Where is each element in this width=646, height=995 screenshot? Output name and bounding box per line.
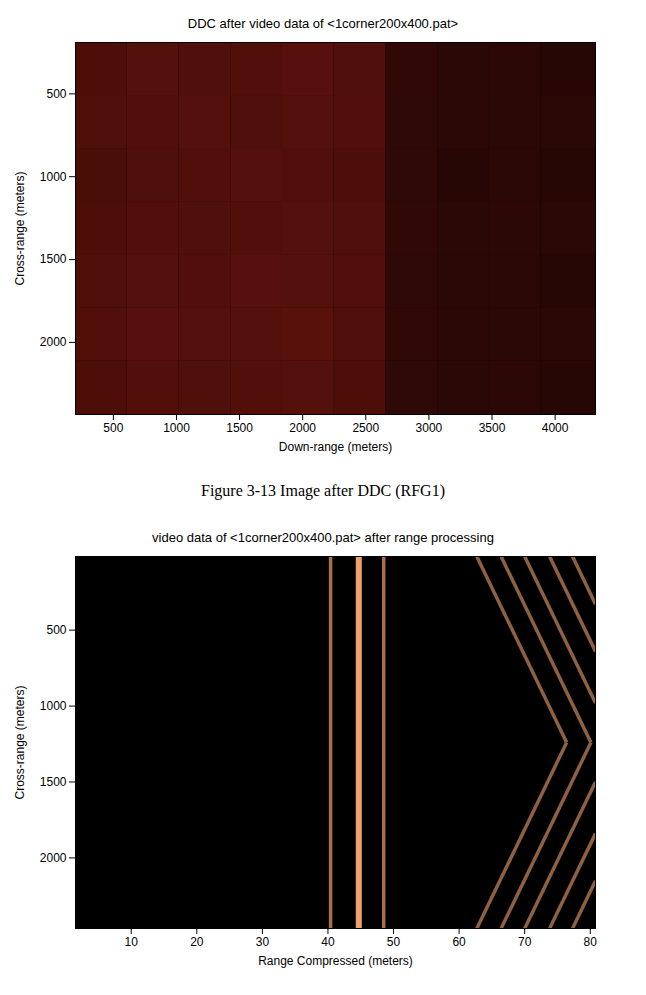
svg-text:50: 50	[387, 935, 401, 949]
svg-text:30: 30	[256, 935, 270, 949]
svg-text:80: 80	[584, 935, 598, 949]
html-text:Figure 3-13 Image after DDC (R: Figure 3-13 Image after DDC (RFG1)	[201, 482, 445, 499]
svg-text:10: 10	[125, 935, 139, 949]
svg-text:Range Compressed (meters): Range Compressed (meters)	[258, 954, 413, 968]
svg-text:1000: 1000	[163, 421, 190, 435]
svg-text:2000: 2000	[40, 851, 67, 865]
svg-text:Down-range (meters): Down-range (meters)	[279, 440, 392, 454]
svg-text:20: 20	[190, 935, 204, 949]
svg-text:1500: 1500	[40, 775, 67, 789]
svg-text:500: 500	[46, 623, 66, 637]
svg-text:3000: 3000	[416, 421, 443, 435]
svg-text:1500: 1500	[40, 252, 67, 266]
svg-text:2500: 2500	[352, 421, 379, 435]
svg-text:4000: 4000	[542, 421, 569, 435]
svg-text:2000: 2000	[289, 421, 316, 435]
svg-text:2000: 2000	[40, 335, 67, 349]
svg-text:Cross-range (meters): Cross-range (meters)	[13, 685, 27, 799]
svg-text:40: 40	[321, 935, 335, 949]
svg-text:500: 500	[103, 421, 123, 435]
svg-text:1000: 1000	[40, 699, 67, 713]
svg-text:60: 60	[452, 935, 466, 949]
svg-text:1500: 1500	[226, 421, 253, 435]
svg-text:70: 70	[518, 935, 532, 949]
html-text:DDC after video data of <1corn: DDC after video data of <1corner200x400.…	[187, 16, 459, 31]
svg-text:3500: 3500	[479, 421, 506, 435]
svg-text:Cross-range (meters): Cross-range (meters)	[13, 171, 27, 285]
svg-text:500: 500	[46, 87, 66, 101]
svg-text:1000: 1000	[40, 170, 67, 184]
html-text:video data of <1corner200x400.: video data of <1corner200x400.pat> after…	[152, 530, 494, 545]
